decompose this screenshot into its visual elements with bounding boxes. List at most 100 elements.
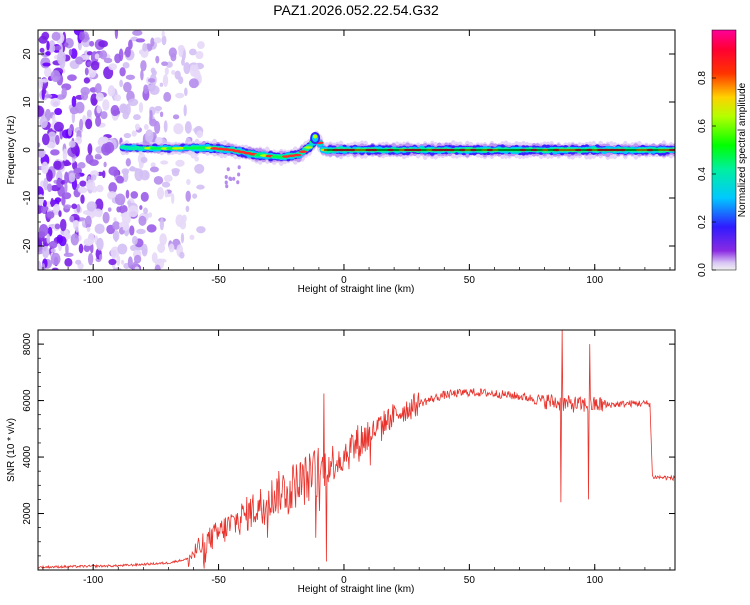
spectrogram-noise-cell: [120, 104, 128, 114]
spectrogram-noise-cell: [127, 98, 139, 107]
spectrogram-noise-cell: [161, 61, 168, 67]
colorbar: 0.0 0.2 0.4 0.6 0.8 Normalized spectral ampl…: [697, 29, 748, 277]
spectrogram-ridge-core: [298, 150, 308, 154]
spectrogram-x-tick-label: 0: [341, 275, 347, 286]
spectrogram-noise-cell: [185, 205, 190, 213]
spectrogram-noise-cell: [51, 267, 59, 270]
spectrogram-noise-cell: [140, 60, 147, 72]
spectrogram-noise-cell: [80, 91, 89, 101]
spectrogram-noise-cell: [41, 263, 46, 270]
spectrogram-noise-cell: [132, 30, 143, 36]
spectrogram-noise-cell: [138, 161, 144, 169]
spectrogram-noise-cell: [123, 132, 132, 139]
spectrogram-noise-cell: [140, 191, 149, 202]
spectrogram-noise-cell: [133, 254, 142, 264]
spectrogram-y-tick-label: 0: [22, 147, 33, 153]
spectrogram-x-tick-labels: -100 -50 0 50 100: [83, 275, 603, 286]
spectrogram-noise-cell: [159, 111, 164, 118]
spectrogram-noise-cell: [151, 252, 158, 264]
spectrogram-noise-cell: [161, 181, 171, 188]
spectrogram-noise-cell: [161, 35, 167, 46]
spectrogram-noise-cell: [123, 170, 129, 183]
spectrogram-noise-cell: [163, 174, 173, 182]
spectrogram-noise-cell: [228, 176, 232, 181]
spectrogram-noise-cell: [192, 193, 198, 199]
spectrogram-noise-cell: [112, 230, 120, 242]
spectrogram-noise-cell: [56, 234, 64, 244]
colorbar-ticks: 0.0 0.2 0.4 0.6 0.8: [697, 71, 716, 277]
spectrogram-noise-cell: [171, 167, 180, 174]
spectrogram-noise-cell: [163, 120, 168, 133]
spectrogram-noise-cell: [108, 182, 118, 194]
spectrogram-noise-cell: [38, 78, 43, 90]
spectrogram-noise-cell: [103, 57, 113, 64]
spectrogram-noise-cell: [180, 232, 185, 244]
spectrogram-noise-cell: [196, 130, 204, 139]
spectrogram-noise-cell: [114, 53, 122, 64]
spectrogram-noise-cell: [65, 243, 69, 256]
spectrogram-noise-cell: [104, 141, 115, 154]
spectrogram-ridge-bump: [313, 134, 318, 139]
spectrogram-noise-cell: [94, 198, 104, 212]
spectrogram-noise-cell: [42, 199, 47, 207]
spectrogram-noise-cell: [112, 267, 122, 270]
spectrogram-y-tick-label: 20: [22, 48, 33, 60]
spectrogram-noise-cell: [96, 105, 102, 114]
spectrogram-noise-cell: [173, 123, 184, 135]
spectrogram-noise-cell: [178, 76, 184, 85]
spectrogram-noise-cell: [46, 211, 55, 219]
spectrogram-noise-cell: [115, 193, 126, 206]
spectrogram-noise-cell: [156, 187, 165, 200]
spectrogram-noise-cell: [189, 48, 197, 56]
spectrogram-noise-cell: [53, 160, 62, 170]
spectrogram-noise-cell: [140, 156, 148, 164]
spectrogram-noise-cell: [44, 94, 53, 99]
spectrogram-noise-cell: [73, 167, 83, 174]
spectrogram-noise-cell: [80, 194, 85, 204]
spectrogram-noise-cell: [100, 111, 108, 120]
spectrogram-noise-cell: [237, 172, 241, 177]
spectrogram-noise-cell: [149, 109, 153, 122]
spectrogram-noise-cell: [157, 242, 166, 254]
spectrogram-noise-cell: [78, 31, 85, 41]
spectrogram-noise-cell: [237, 165, 241, 170]
spectrogram-noise-cell: [159, 233, 167, 246]
spectrogram-noise-cell: [196, 184, 205, 190]
spectrogram-noise-cell: [87, 252, 94, 266]
snr-series-line: [38, 330, 675, 570]
spectrogram-noise-cell: [119, 204, 128, 214]
spectrogram-noise-cell: [142, 42, 148, 52]
spectrogram-noise-cell: [53, 121, 64, 132]
spectrogram-noise-cell: [75, 172, 81, 180]
spectrogram-ridge-core: [293, 153, 302, 157]
spectrogram-noise-cell: [224, 174, 228, 179]
spectrogram-noise-cell: [47, 131, 57, 143]
spectrogram-noise-cell: [54, 107, 63, 116]
spectrogram-noise-cell: [50, 248, 56, 253]
spectrogram-noise-cell: [159, 82, 164, 87]
spectrogram-noise-cell: [141, 243, 148, 257]
spectrogram-noise-cell: [86, 201, 97, 212]
spectrogram-noise-cell: [50, 149, 60, 156]
spectrogram-noise-cell: [95, 116, 102, 127]
spectrogram-noise-cell: [115, 175, 125, 184]
spectrogram-noise-cell: [72, 219, 80, 226]
spectrogram-noise-cell: [94, 83, 102, 94]
snr-y-tick-label: 2000: [22, 502, 33, 525]
spectrogram-noise-cell: [102, 170, 106, 179]
spectrogram-noise-cell: [159, 218, 164, 231]
spectrogram-noise-cell: [107, 207, 112, 212]
spectrogram-noise-cell: [134, 168, 144, 182]
colorbar-label: Normalized spectral amplitude: [737, 82, 748, 217]
colorbar-tick-label: 0.8: [697, 71, 708, 85]
spectrogram-noise-cell: [113, 217, 117, 222]
spectrogram-noise-cell: [102, 99, 110, 111]
spectrogram-noise-cell: [155, 136, 163, 145]
spectrogram-noise-cell: [103, 161, 107, 168]
spectrogram-noise-cell: [77, 186, 88, 194]
spectrogram-noise-cell: [90, 60, 100, 71]
spectrogram-noise-cell: [75, 56, 84, 65]
colorbar-tick-label: 0.6: [697, 119, 708, 133]
spectrogram-noise-cell: [92, 208, 103, 218]
